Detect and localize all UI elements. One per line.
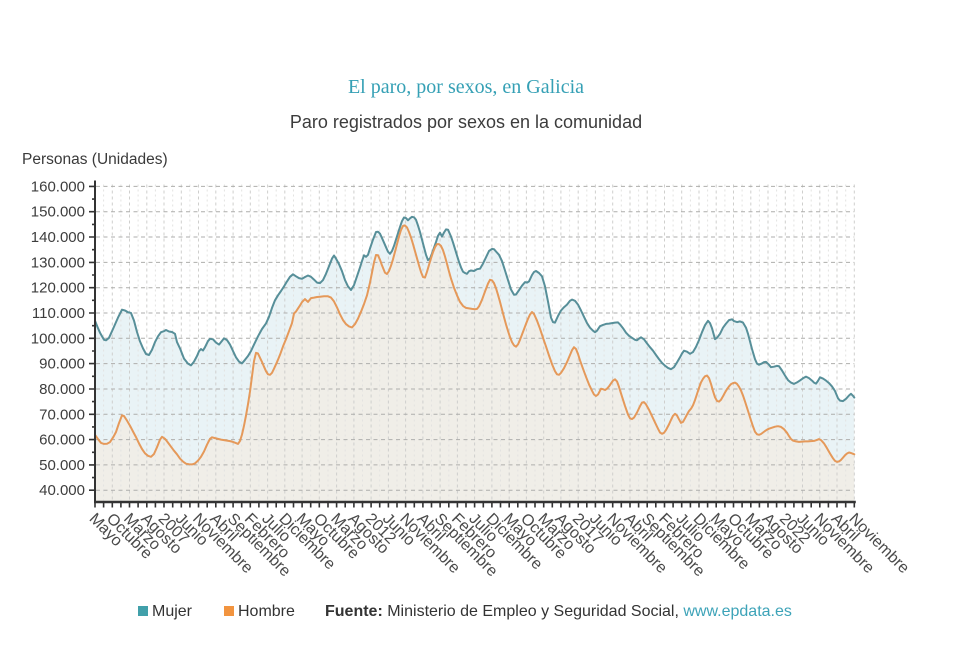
svg-text:120.000: 120.000	[31, 280, 85, 297]
svg-text:70.000: 70.000	[39, 406, 85, 423]
svg-text:130.000: 130.000	[31, 254, 85, 271]
svg-text:50.000: 50.000	[39, 457, 85, 474]
svg-text:140.000: 140.000	[31, 229, 85, 246]
svg-text:100.000: 100.000	[31, 330, 85, 347]
svg-text:90.000: 90.000	[39, 356, 85, 373]
svg-text:150.000: 150.000	[31, 204, 85, 221]
svg-text:110.000: 110.000	[32, 305, 85, 322]
svg-text:60.000: 60.000	[39, 432, 85, 449]
svg-text:80.000: 80.000	[39, 381, 85, 398]
svg-text:40.000: 40.000	[39, 482, 85, 499]
svg-text:160.000: 160.000	[31, 178, 85, 195]
